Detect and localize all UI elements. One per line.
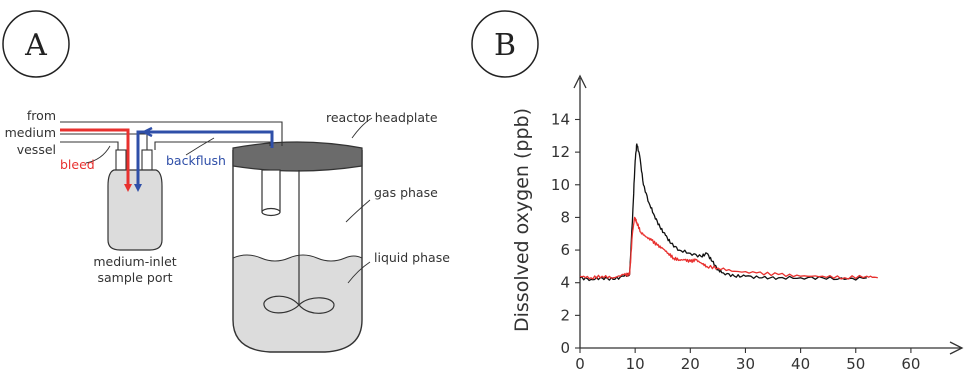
label-gas-phase: gas phase — [374, 185, 438, 200]
label-from: from — [27, 108, 56, 123]
y-tick-label: 10 — [551, 176, 570, 194]
label-liquid-phase: liquid phase — [374, 250, 450, 265]
panel-a: A — [2, 10, 450, 353]
x-tick-label: 20 — [681, 355, 700, 372]
label-bleed: bleed — [60, 157, 95, 172]
x-tick-label: 30 — [736, 355, 755, 372]
x-tick-label: 60 — [901, 355, 920, 372]
y-tick-label: 4 — [560, 274, 570, 292]
panel-a-badge — [2, 10, 70, 78]
y-axis-label: Dissolved oxygen (ppb) — [511, 108, 533, 332]
vessel-wall — [232, 150, 363, 353]
chart-ticks: 0 2 4 6 8 10 12 14 0 10 20 30 40 50 60 — [551, 110, 921, 372]
label-backflush: backflush — [166, 153, 226, 168]
liquid-phase-fill — [233, 254, 362, 352]
leader-gas — [345, 199, 371, 223]
label-sample-port-1: medium-inlet — [93, 254, 176, 269]
y-tick-label: 0 — [560, 339, 570, 357]
x-tick-label: 10 — [626, 355, 645, 372]
series-black-line — [579, 143, 867, 282]
backflush-arrow — [134, 130, 274, 192]
reactor-headplate — [232, 141, 363, 172]
label-sample-port-2: sample port — [97, 270, 172, 285]
leader-headplate — [351, 117, 373, 139]
panel-b-letter: B — [494, 28, 516, 63]
y-axis-arrowhead — [573, 74, 587, 89]
bleed-arrow — [60, 128, 132, 192]
dip-tube-opening — [261, 207, 281, 217]
x-tick-label: 0 — [575, 355, 585, 372]
label-medium: medium — [5, 125, 56, 140]
x-axis-arrowhead — [949, 341, 964, 355]
y-tick-label: 12 — [551, 143, 570, 161]
chart-axes — [573, 74, 964, 355]
y-tick-label: 8 — [560, 208, 570, 226]
impeller-blades — [263, 295, 335, 314]
panel-b-badge — [471, 10, 539, 78]
reactor-vessel — [232, 141, 363, 353]
x-tick-label: 40 — [791, 355, 810, 372]
y-tick-label: 6 — [560, 241, 570, 259]
backflush-head — [141, 126, 153, 138]
y-tick-label: 2 — [560, 306, 570, 324]
label-vessel: vessel — [17, 142, 56, 157]
y-tick-label: 14 — [551, 110, 570, 128]
leader-liquid — [347, 261, 371, 284]
sample-port-bottle — [107, 149, 163, 251]
series-red-line — [579, 216, 878, 280]
panel-b: B Dissolved oxygen (ppb) 0 2 4 6 8 10 12 14 0 10 2… — [471, 10, 964, 372]
x-tick-label: 50 — [846, 355, 865, 372]
label-reactor-headplate: reactor headplate — [326, 110, 438, 125]
dip-tube — [261, 169, 281, 213]
chart-lines — [579, 143, 878, 282]
leader-bleed — [85, 145, 111, 164]
leader-backflush — [185, 137, 215, 156]
panel-a-letter: A — [24, 28, 47, 63]
